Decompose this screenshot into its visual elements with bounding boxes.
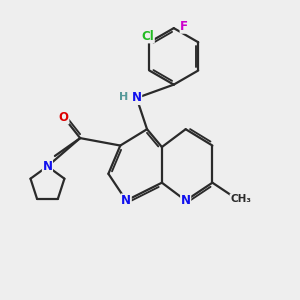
Text: H: H bbox=[118, 92, 128, 101]
Text: F: F bbox=[180, 20, 188, 33]
Text: CH₃: CH₃ bbox=[230, 194, 251, 204]
Text: N: N bbox=[121, 194, 131, 207]
Text: N: N bbox=[43, 160, 52, 173]
Text: Cl: Cl bbox=[142, 30, 154, 43]
Text: N: N bbox=[132, 92, 142, 104]
Text: N: N bbox=[181, 194, 191, 207]
Text: O: O bbox=[59, 111, 69, 124]
